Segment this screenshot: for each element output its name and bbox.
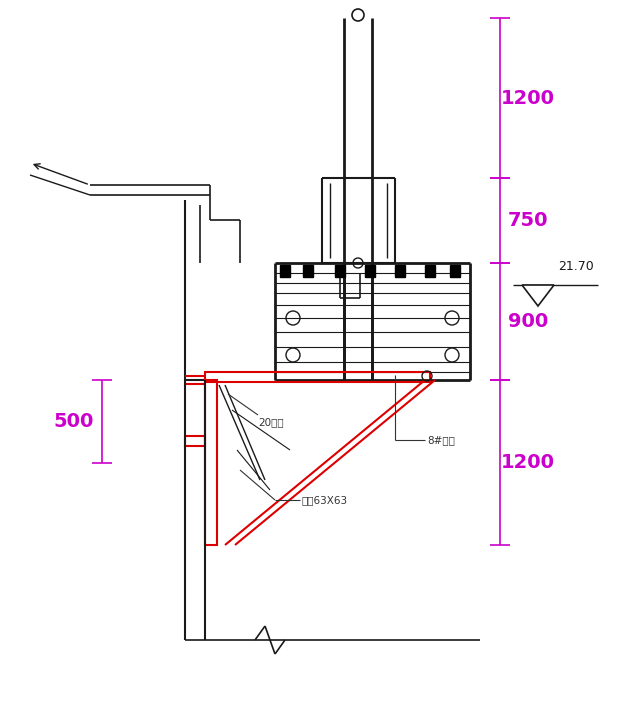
Text: 21.70: 21.70 <box>558 260 594 273</box>
Bar <box>425 265 435 277</box>
Bar <box>280 265 290 277</box>
Bar <box>335 265 345 277</box>
Bar <box>395 265 405 277</box>
Bar <box>185 436 205 446</box>
Bar <box>205 380 217 545</box>
Bar <box>205 372 430 382</box>
Text: 1200: 1200 <box>501 88 555 107</box>
Polygon shape <box>522 285 554 306</box>
Text: 500: 500 <box>54 412 94 431</box>
Text: 20螺丝: 20螺丝 <box>258 417 284 427</box>
Text: 900: 900 <box>508 312 548 331</box>
Text: 1200: 1200 <box>501 453 555 472</box>
Bar <box>450 265 460 277</box>
Text: 角钢63X63: 角钢63X63 <box>302 495 348 505</box>
Text: 750: 750 <box>508 211 548 230</box>
Text: 8#槽钢: 8#槽钢 <box>427 435 455 445</box>
Bar <box>303 265 313 277</box>
Bar <box>365 265 375 277</box>
